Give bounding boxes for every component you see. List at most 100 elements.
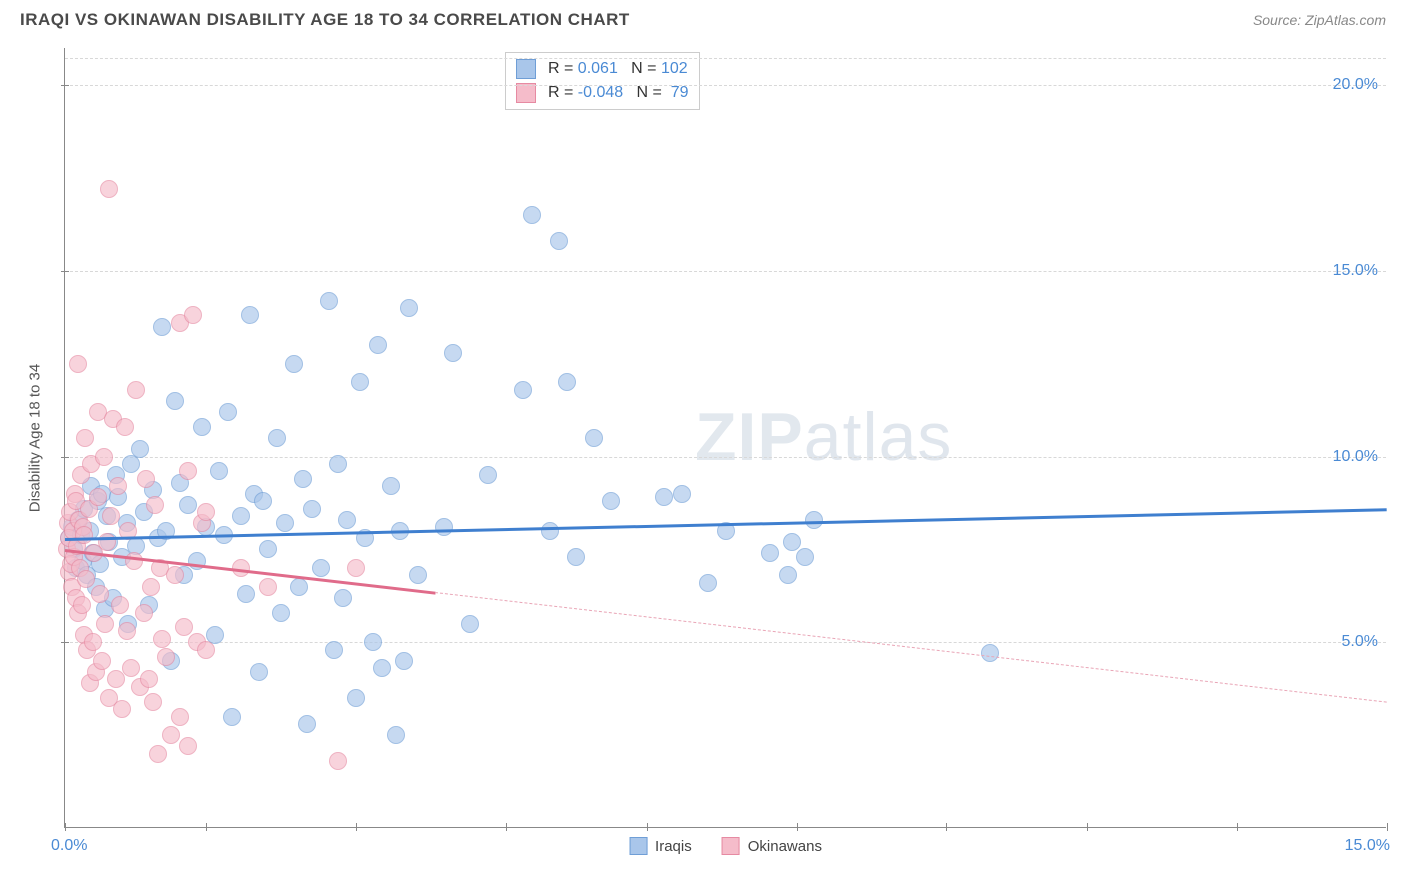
x-tick (506, 823, 507, 831)
data-point (122, 659, 140, 677)
data-point (373, 659, 391, 677)
data-point (77, 570, 95, 588)
data-point (91, 585, 109, 603)
y-tick (61, 642, 69, 643)
data-point (135, 604, 153, 622)
y-tick (61, 271, 69, 272)
data-point (981, 644, 999, 662)
gridline (65, 457, 1386, 458)
data-point (779, 566, 797, 584)
data-point (153, 318, 171, 336)
legend-swatch-iraqis (516, 59, 536, 79)
data-point (541, 522, 559, 540)
chart-source: Source: ZipAtlas.com (1253, 12, 1386, 28)
data-point (303, 500, 321, 518)
legend-label: Okinawans (748, 838, 822, 855)
data-point (369, 336, 387, 354)
data-point (109, 477, 127, 495)
data-point (223, 708, 241, 726)
legend-item-iraqis: Iraqis (629, 837, 692, 855)
data-point (197, 641, 215, 659)
x-tick (797, 823, 798, 831)
data-point (523, 206, 541, 224)
data-point (116, 418, 134, 436)
legend-label: Iraqis (655, 838, 692, 855)
y-tick-label: 5.0% (1342, 633, 1378, 651)
data-point (320, 292, 338, 310)
y-tick-label: 10.0% (1333, 448, 1378, 466)
legend-swatch-iraqis (629, 837, 647, 855)
data-point (783, 533, 801, 551)
data-point (272, 604, 290, 622)
data-point (329, 752, 347, 770)
y-tick-label: 15.0% (1333, 262, 1378, 280)
x-tick (356, 823, 357, 831)
data-point (118, 622, 136, 640)
data-point (338, 511, 356, 529)
data-point (98, 533, 116, 551)
data-point (76, 429, 94, 447)
data-point (140, 670, 158, 688)
data-point (290, 578, 308, 596)
data-point (294, 470, 312, 488)
legend-series: Iraqis Okinawans (629, 837, 822, 855)
data-point (125, 552, 143, 570)
x-axis-max-label: 15.0% (1345, 837, 1390, 855)
data-point (157, 648, 175, 666)
y-tick (61, 457, 69, 458)
legend-item-okinawans: Okinawans (722, 837, 822, 855)
data-point (107, 670, 125, 688)
data-point (219, 403, 237, 421)
legend-stats: R = 0.061 N = 102 R = -0.048 N = 79 (505, 52, 700, 110)
data-point (179, 737, 197, 755)
data-point (149, 745, 167, 763)
y-tick-label: 20.0% (1333, 76, 1378, 94)
data-point (179, 496, 197, 514)
data-point (655, 488, 673, 506)
data-point (409, 566, 427, 584)
data-point (153, 630, 171, 648)
legend-swatch-okinawans (722, 837, 740, 855)
data-point (382, 477, 400, 495)
data-point (232, 507, 250, 525)
data-point (69, 355, 87, 373)
data-point (166, 392, 184, 410)
data-point (585, 429, 603, 447)
data-point (193, 418, 211, 436)
gridline (65, 271, 1386, 272)
y-tick (61, 85, 69, 86)
data-point (175, 618, 193, 636)
data-point (276, 514, 294, 532)
data-point (329, 455, 347, 473)
data-point (259, 578, 277, 596)
data-point (127, 381, 145, 399)
chart-header: IRAQI VS OKINAWAN DISABILITY AGE 18 TO 3… (0, 0, 1406, 36)
data-point (347, 559, 365, 577)
data-point (268, 429, 286, 447)
data-point (312, 559, 330, 577)
data-point (514, 381, 532, 399)
data-point (435, 518, 453, 536)
gridline (65, 58, 1386, 59)
data-point (567, 548, 585, 566)
data-point (558, 373, 576, 391)
data-point (102, 507, 120, 525)
n-value-iraqis: 102 (661, 57, 688, 81)
data-point (89, 488, 107, 506)
data-point (142, 578, 160, 596)
data-point (166, 566, 184, 584)
data-point (111, 596, 129, 614)
watermark: ZIPatlas (695, 398, 952, 476)
x-tick (647, 823, 648, 831)
data-point (387, 726, 405, 744)
plot-area: ZIPatlas 0.0% 15.0% Disability Age 18 to… (64, 48, 1386, 828)
data-point (673, 485, 691, 503)
data-point (351, 373, 369, 391)
y-axis-label: Disability Age 18 to 34 (27, 363, 44, 511)
data-point (347, 689, 365, 707)
data-point (197, 503, 215, 521)
data-point (254, 492, 272, 510)
x-tick (1387, 823, 1388, 831)
trend-line-extrapolated (435, 592, 1387, 703)
data-point (298, 715, 316, 733)
